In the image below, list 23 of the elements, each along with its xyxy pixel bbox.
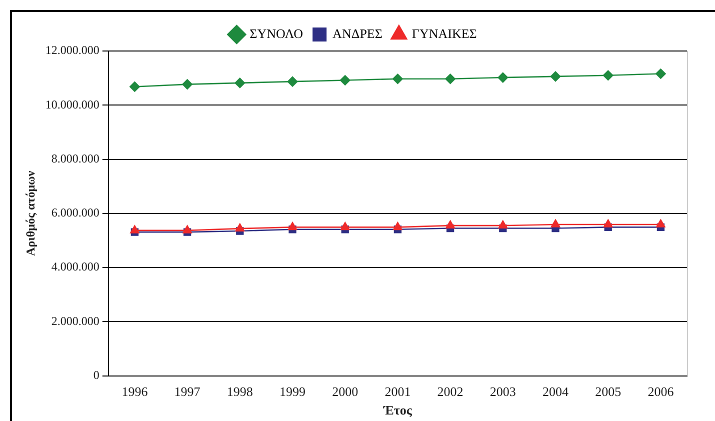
legend-label: ΓΥΝΑΙΚΕΣ: [412, 26, 477, 41]
y-tick-label: 4.000.000: [51, 260, 100, 274]
y-tick-label: 8.000.000: [51, 151, 100, 166]
x-axis-title: Έτος: [382, 402, 412, 418]
x-tick-label: 1998: [226, 384, 253, 400]
x-tick-label: 2005: [595, 384, 622, 400]
y-tick-label: 12.000.000: [45, 43, 100, 58]
legend-label: ΑΝΔΡΕΣ: [332, 26, 382, 41]
x-tick-label: 2000: [332, 384, 358, 400]
y-tick-label: 10.000.000: [45, 97, 100, 112]
legend-label: ΣΥΝΟΛΟ: [250, 26, 304, 41]
x-tick-label: 2006: [648, 384, 674, 400]
y-tick-label: 0: [93, 368, 100, 382]
y-tick-label: 2.000.000: [51, 314, 100, 328]
x-tick-label: 2004: [542, 384, 569, 400]
y-axis-title: Αριθμός ατόμων: [23, 170, 38, 256]
x-tick-label: 2001: [384, 384, 411, 400]
x-tick-label: 2003: [490, 384, 516, 400]
x-tick-label: 1997: [174, 384, 201, 400]
x-tick-label: 1999: [280, 384, 306, 400]
x-tick-label: 2002: [437, 384, 464, 400]
x-tick-label: 1996: [122, 384, 148, 400]
y-tick-label: 6.000.000: [51, 206, 100, 220]
